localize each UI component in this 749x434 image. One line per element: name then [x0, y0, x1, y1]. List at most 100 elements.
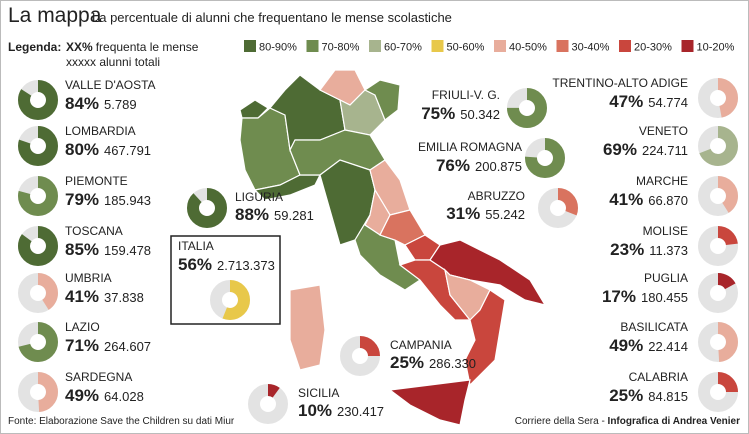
subtitle: La percentuale di alunni che frequentano… [92, 10, 452, 25]
legend-class-label: 40-50% [509, 42, 547, 54]
region-values: 85% 159.478 [65, 240, 151, 259]
region-percent: 47% [609, 92, 643, 111]
region-values: 41% 66.870 [609, 190, 688, 209]
legend-swatch [494, 40, 506, 52]
region-values: 41% 37.838 [65, 287, 144, 306]
region-shape [253, 174, 321, 201]
region-percent: 49% [609, 336, 643, 355]
region-values: 56% 2.713.373 [178, 255, 275, 274]
region-percent: 85% [65, 240, 99, 259]
region-values: 49% 22.414 [609, 336, 688, 355]
donut-arc [18, 226, 58, 266]
region-students: 54.774 [648, 95, 688, 110]
credit: Corriere della Sera - Infografica di And… [515, 416, 740, 427]
region-percent: 88% [235, 205, 269, 224]
region-name: VENETO [639, 124, 688, 138]
region-name: TRENTINO-ALTO ADIGE [552, 76, 688, 90]
region-percent: 79% [65, 190, 99, 209]
region-values: 75% 50.342 [421, 104, 500, 123]
region-students: 185.943 [104, 193, 151, 208]
region-percent: 76% [436, 156, 470, 175]
credit-author: Infografica di Andrea Venier [608, 416, 741, 427]
region-name: CALABRIA [629, 370, 688, 384]
region-name: ITALIA [178, 239, 214, 253]
region-shape [464, 289, 506, 387]
region-students: 2.713.373 [217, 258, 275, 273]
region-values: 79% 185.943 [65, 190, 151, 209]
donut-arc [698, 176, 738, 216]
region-name: TOSCANA [65, 224, 123, 238]
region-students: 55.242 [485, 207, 525, 222]
map [239, 69, 547, 426]
region-students: 37.838 [104, 290, 144, 305]
legend-swatch [244, 40, 256, 52]
region-values: 80% 467.791 [65, 140, 151, 159]
donut-arc [507, 88, 547, 128]
region-shape [363, 79, 401, 121]
region-name: FRIULI-V. G. [432, 88, 500, 102]
region-values: 23% 11.373 [610, 240, 688, 259]
region-name: MARCHE [636, 174, 688, 188]
region-percent: 80% [65, 140, 99, 159]
donut-arc [698, 372, 738, 412]
region-percent: 25% [609, 386, 643, 405]
region-values: 69% 224.711 [603, 140, 688, 159]
region-name: EMILIA ROMAGNA [418, 140, 522, 154]
region-values: 10% 230.417 [298, 401, 384, 420]
region-values: 49% 64.028 [65, 386, 144, 405]
legend-class-label: 70-80% [322, 42, 360, 54]
donut-arc [18, 80, 58, 120]
region-students: 22.414 [648, 339, 688, 354]
title: La mappa [8, 4, 102, 27]
region-values: 71% 264.607 [65, 336, 151, 355]
donut-arc [525, 138, 565, 178]
region-name: CAMPANIA [390, 338, 452, 352]
legend-swatch [431, 40, 444, 52]
region-percent: 56% [178, 255, 212, 274]
legend-sample-text: frequenta le mense [96, 40, 199, 54]
legend-label: Legenda: [8, 40, 61, 54]
region-values: 76% 200.875 [436, 156, 522, 175]
region-percent: 71% [65, 336, 99, 355]
region-percent: 49% [65, 386, 99, 405]
region-values: 88% 59.281 [235, 205, 314, 224]
donut-arc [698, 226, 738, 266]
legend-swatch [556, 40, 569, 52]
legend-class-label: 80-90% [259, 42, 297, 54]
donut-arc [698, 126, 738, 166]
legend-classes: 80-90% 70-80% 60-70% 50-60% 40-50% 30-40% 20-3… [244, 40, 735, 54]
donut-arc [698, 78, 738, 118]
region-values: 25% 84.815 [609, 386, 688, 405]
source: Fonte: Elaborazione Save the Children su… [8, 416, 235, 427]
region-percent: 31% [446, 204, 480, 223]
region-students: 180.455 [641, 290, 688, 305]
legend-class-label: 30-40% [572, 42, 610, 54]
legend-sample-total: xxxxx alunni totali [66, 55, 160, 69]
region-values: 31% 55.242 [446, 204, 525, 223]
credit-outlet: Corriere della Sera - [515, 416, 608, 427]
donut-arc [210, 280, 250, 320]
legend-swatch [619, 40, 631, 52]
region-percent: 84% [65, 94, 99, 113]
region-shape [239, 99, 269, 119]
legend-sample: XX% frequenta le mense [66, 40, 199, 54]
legend-class-label: 20-30% [634, 42, 672, 54]
legend-swatch [369, 40, 381, 52]
region-name: LIGURIA [235, 190, 283, 204]
region-name: VALLE D'AOSTA [65, 78, 156, 92]
region-students: 64.028 [104, 389, 144, 404]
region-percent: 17% [602, 287, 636, 306]
region-values: 25% 286.330 [390, 353, 476, 372]
region-name: MOLISE [643, 224, 688, 238]
donut-arc [698, 273, 738, 313]
region-percent: 75% [421, 104, 455, 123]
region-students: 264.607 [104, 339, 151, 354]
legend-swatch [681, 40, 694, 52]
region-students: 66.870 [648, 193, 688, 208]
italia-box [170, 235, 281, 325]
region-percent: 10% [298, 401, 332, 420]
region-name: PIEMONTE [65, 174, 128, 188]
region-name: ABRUZZO [468, 189, 525, 203]
region-students: 230.417 [337, 404, 384, 419]
